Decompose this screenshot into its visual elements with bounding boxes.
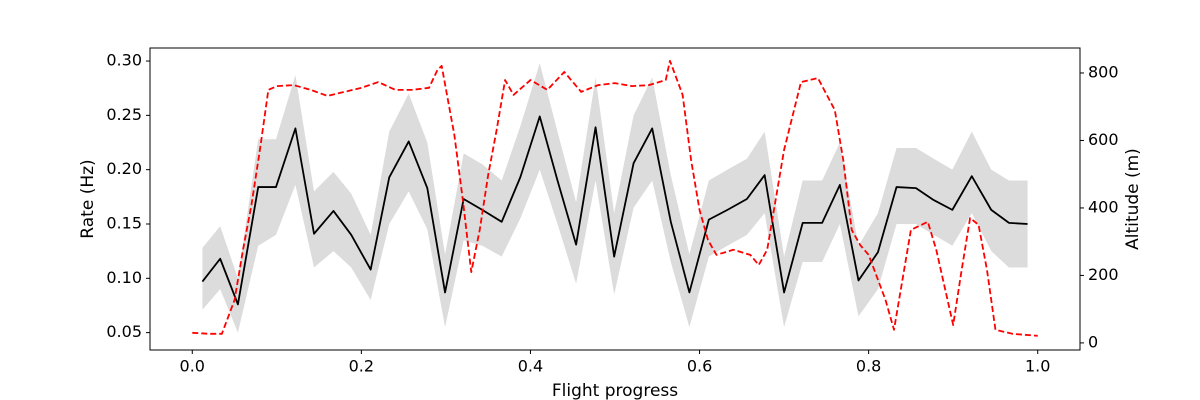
x-tick-label: 1.0 (1025, 357, 1050, 376)
y-tick-label: 0.20 (106, 159, 142, 178)
x-axis-label: Flight progress (552, 381, 678, 400)
y-tick-label: 0.15 (106, 213, 142, 232)
y2-tick-label: 600 (1088, 130, 1119, 149)
y-tick-label: 0.10 (106, 268, 142, 287)
y2-tick-label: 400 (1088, 197, 1119, 216)
y-tick-label: 0.30 (106, 51, 142, 70)
y2-axis-label: Altitude (m) (1123, 148, 1143, 250)
x-tick-label: 0.2 (349, 357, 374, 376)
x-tick-label: 0.6 (687, 357, 712, 376)
y2-tick-label: 800 (1088, 62, 1119, 81)
x-tick-label: 0.0 (180, 357, 205, 376)
x-tick-label: 0.8 (856, 357, 881, 376)
y-tick-label: 0.05 (106, 322, 142, 341)
x-tick-label: 0.4 (518, 357, 543, 376)
y2-tick-label: 200 (1088, 265, 1119, 284)
y-tick-label: 0.25 (106, 105, 142, 124)
y-axis-label: Rate (Hz) (78, 159, 98, 238)
y2-tick-label: 0 (1088, 332, 1098, 351)
